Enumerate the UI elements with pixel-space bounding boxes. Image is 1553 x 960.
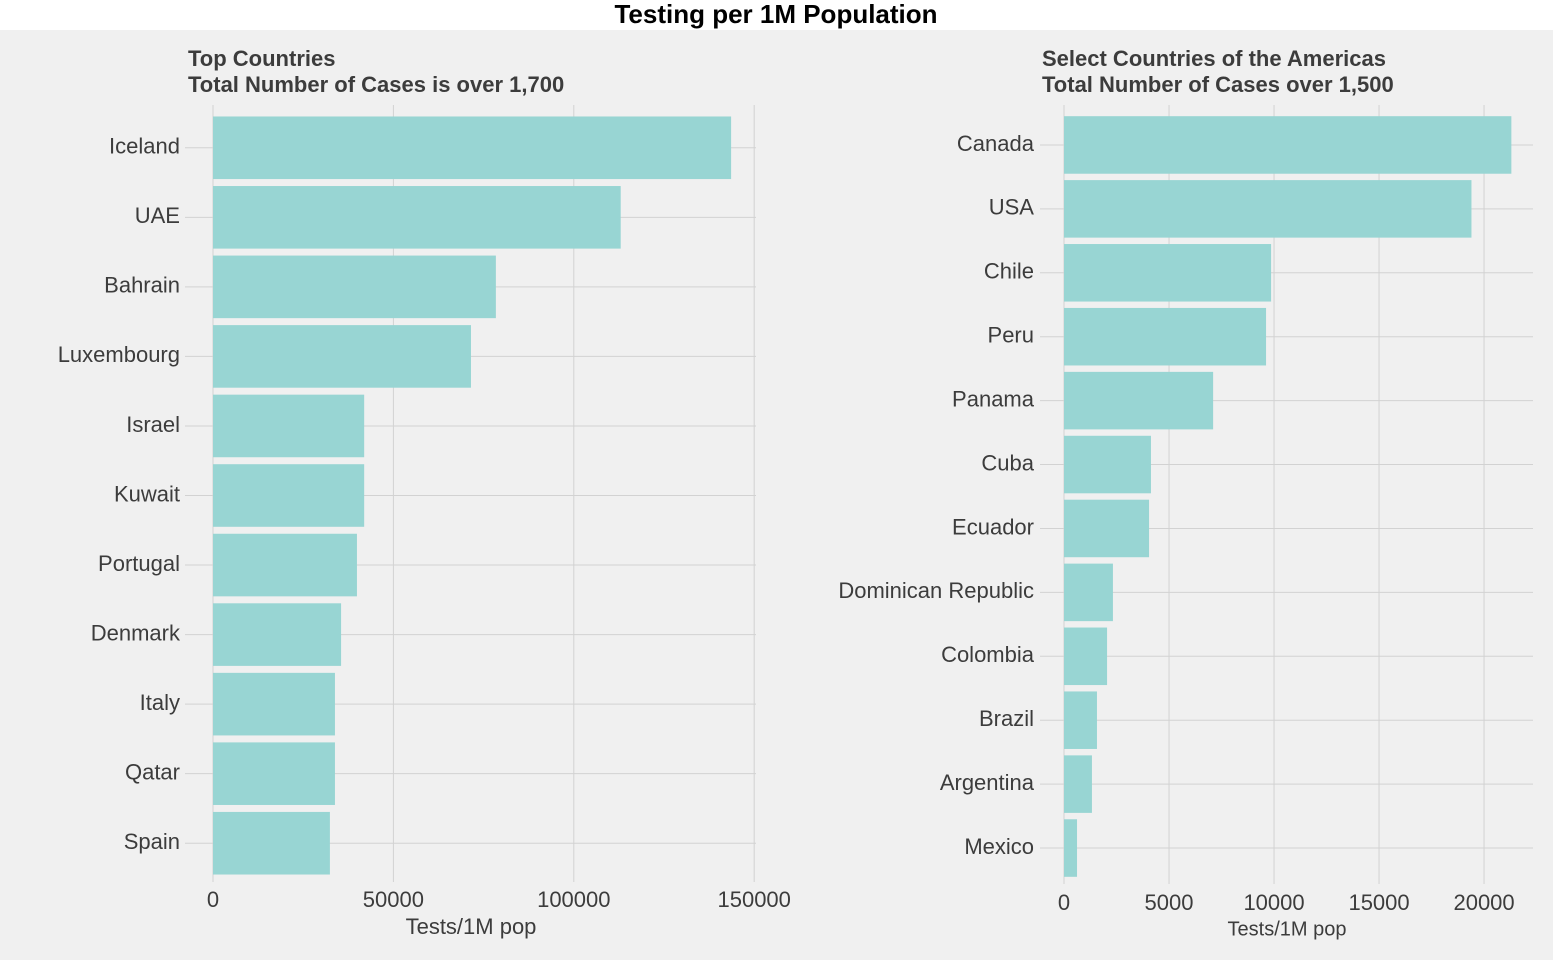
bar (1064, 563, 1113, 622)
x-axis-title: Tests/1M pop (406, 914, 537, 939)
x-tick-label: 150000 (717, 887, 790, 912)
y-tick-label: Kuwait (114, 481, 180, 506)
y-tick-label: Israel (126, 412, 180, 437)
bar (213, 742, 335, 805)
bar (213, 116, 732, 180)
bar (213, 672, 335, 736)
bar (213, 603, 342, 666)
y-tick-label: Peru (988, 323, 1034, 348)
panel-title: Top Countries (188, 46, 335, 71)
bar (213, 811, 330, 875)
y-tick-label: Panama (952, 386, 1035, 411)
panel-subtitle: Total Number of Cases is over 1,700 (188, 72, 564, 97)
y-tick-label: Cuba (981, 450, 1034, 475)
x-tick-label: 0 (207, 887, 219, 912)
y-tick-label: Spain (124, 829, 180, 854)
x-tick-label: 20000 (1453, 890, 1514, 915)
y-tick-label: Italy (140, 690, 180, 715)
y-tick-label: Dominican Republic (838, 578, 1034, 603)
bar (213, 255, 496, 319)
x-tick-label: 0 (1058, 890, 1070, 915)
x-tick-label: 100000 (537, 887, 610, 912)
x-tick-label: 50000 (363, 887, 424, 912)
bar (1064, 116, 1512, 174)
x-tick-label: 15000 (1348, 890, 1409, 915)
x-tick-label: 10000 (1243, 890, 1304, 915)
x-tick-label: 5000 (1145, 890, 1194, 915)
y-tick-label: Brazil (979, 706, 1034, 731)
bar (213, 533, 357, 597)
bar (1064, 435, 1151, 494)
y-tick-label: Iceland (109, 134, 180, 159)
y-tick-label: Chile (984, 259, 1034, 284)
bar (1064, 819, 1078, 877)
bar (1064, 180, 1472, 238)
panel-title: Select Countries of the Americas (1042, 46, 1386, 71)
bar (213, 464, 365, 527)
y-tick-label: Ecuador (952, 514, 1034, 539)
bar (1064, 627, 1108, 686)
bar (213, 394, 365, 458)
y-tick-label: USA (989, 195, 1035, 220)
y-tick-label: Portugal (98, 551, 180, 576)
panel-subtitle: Total Number of Cases over 1,500 (1042, 72, 1394, 97)
bar (213, 325, 471, 388)
y-tick-label: Luxembourg (58, 342, 180, 367)
y-tick-label: Qatar (125, 759, 180, 784)
page-title: Testing per 1M Population (614, 0, 937, 29)
y-tick-label: UAE (135, 203, 180, 228)
bar (1064, 499, 1150, 558)
y-tick-label: Bahrain (104, 273, 180, 298)
y-tick-label: Colombia (941, 642, 1035, 667)
bar (1064, 755, 1092, 813)
y-tick-label: Denmark (91, 620, 181, 645)
x-axis-title: Tests/1M pop (1228, 918, 1347, 940)
title-strip (0, 0, 1553, 30)
bar (1064, 307, 1267, 366)
bar (213, 186, 621, 249)
bar (1064, 244, 1272, 302)
bar (1064, 371, 1214, 430)
y-tick-label: Argentina (940, 770, 1035, 795)
bar (1064, 691, 1097, 749)
y-tick-label: Canada (957, 131, 1035, 156)
y-tick-label: Mexico (964, 834, 1034, 859)
